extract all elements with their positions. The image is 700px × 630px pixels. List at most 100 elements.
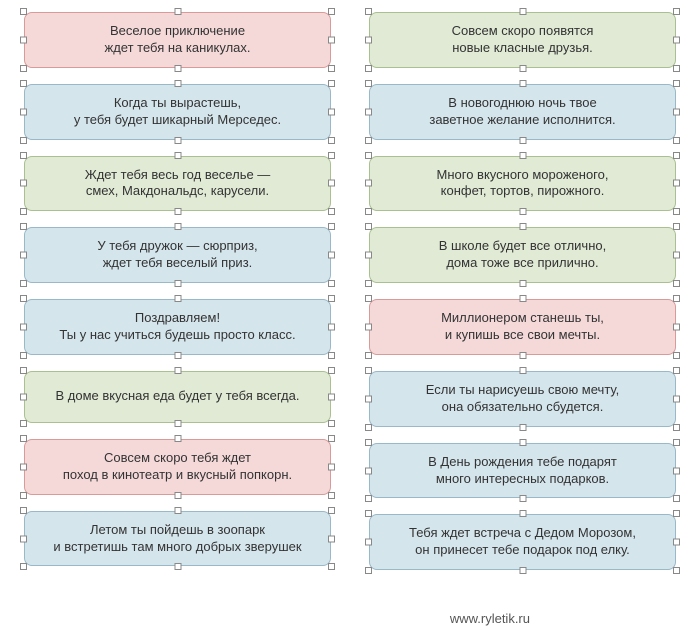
selection-handle[interactable]	[328, 435, 335, 442]
selection-handle[interactable]	[328, 137, 335, 144]
selection-handle[interactable]	[328, 563, 335, 570]
card-wrap[interactable]: В школе будет все отлично,дома тоже все …	[365, 223, 680, 287]
selection-handle[interactable]	[365, 539, 372, 546]
selection-handle[interactable]	[20, 492, 27, 499]
selection-handle[interactable]	[673, 252, 680, 259]
selection-handle[interactable]	[328, 393, 335, 400]
card-wrap[interactable]: Совсем скоро появятсяновые класные друзь…	[365, 8, 680, 72]
selection-handle[interactable]	[365, 510, 372, 517]
selection-handle[interactable]	[365, 395, 372, 402]
selection-handle[interactable]	[20, 208, 27, 215]
selection-handle[interactable]	[20, 252, 27, 259]
selection-handle[interactable]	[328, 8, 335, 15]
selection-handle[interactable]	[174, 295, 181, 302]
selection-handle[interactable]	[20, 435, 27, 442]
selection-handle[interactable]	[519, 280, 526, 287]
selection-handle[interactable]	[328, 36, 335, 43]
selection-handle[interactable]	[20, 108, 27, 115]
selection-handle[interactable]	[365, 324, 372, 331]
card-wrap[interactable]: Миллионером станешь ты,и купишь все свои…	[365, 295, 680, 359]
selection-handle[interactable]	[365, 352, 372, 359]
selection-handle[interactable]	[519, 352, 526, 359]
selection-handle[interactable]	[365, 8, 372, 15]
selection-handle[interactable]	[20, 295, 27, 302]
selection-handle[interactable]	[174, 80, 181, 87]
selection-handle[interactable]	[673, 280, 680, 287]
selection-handle[interactable]	[328, 492, 335, 499]
selection-handle[interactable]	[673, 108, 680, 115]
selection-handle[interactable]	[519, 8, 526, 15]
selection-handle[interactable]	[519, 295, 526, 302]
selection-handle[interactable]	[20, 8, 27, 15]
selection-handle[interactable]	[174, 65, 181, 72]
selection-handle[interactable]	[20, 463, 27, 470]
selection-handle[interactable]	[519, 510, 526, 517]
selection-handle[interactable]	[174, 223, 181, 230]
selection-handle[interactable]	[673, 352, 680, 359]
card-wrap[interactable]: Летом ты пойдешь в зоопарки встретишь та…	[20, 507, 335, 571]
card-wrap[interactable]: Совсем скоро тебя ждетпоход в кинотеатр …	[20, 435, 335, 499]
card-wrap[interactable]: Поздравляем!Ты у нас учиться будешь прос…	[20, 295, 335, 359]
card-wrap[interactable]: В День рождения тебе подарятмного интере…	[365, 439, 680, 503]
card-wrap[interactable]: Много вкусного мороженого,конфет, тортов…	[365, 152, 680, 216]
selection-handle[interactable]	[20, 152, 27, 159]
selection-handle[interactable]	[365, 424, 372, 431]
selection-handle[interactable]	[174, 137, 181, 144]
selection-handle[interactable]	[174, 492, 181, 499]
selection-handle[interactable]	[174, 507, 181, 514]
selection-handle[interactable]	[673, 439, 680, 446]
selection-handle[interactable]	[365, 137, 372, 144]
selection-handle[interactable]	[673, 152, 680, 159]
selection-handle[interactable]	[174, 152, 181, 159]
selection-handle[interactable]	[328, 535, 335, 542]
card-wrap[interactable]: У тебя дружок — сюрприз,ждет тебя веселы…	[20, 223, 335, 287]
selection-handle[interactable]	[673, 65, 680, 72]
selection-handle[interactable]	[673, 567, 680, 574]
selection-handle[interactable]	[174, 352, 181, 359]
selection-handle[interactable]	[673, 395, 680, 402]
selection-handle[interactable]	[365, 180, 372, 187]
selection-handle[interactable]	[20, 223, 27, 230]
selection-handle[interactable]	[673, 223, 680, 230]
selection-handle[interactable]	[365, 36, 372, 43]
selection-handle[interactable]	[365, 367, 372, 374]
footer-link[interactable]: www.ryletik.ru	[450, 611, 530, 626]
selection-handle[interactable]	[328, 223, 335, 230]
selection-handle[interactable]	[328, 367, 335, 374]
selection-handle[interactable]	[20, 352, 27, 359]
selection-handle[interactable]	[519, 367, 526, 374]
selection-handle[interactable]	[673, 295, 680, 302]
selection-handle[interactable]	[519, 152, 526, 159]
selection-handle[interactable]	[519, 424, 526, 431]
selection-handle[interactable]	[328, 352, 335, 359]
selection-handle[interactable]	[519, 137, 526, 144]
selection-handle[interactable]	[174, 420, 181, 427]
card-wrap[interactable]: Веселое приключениеждет тебя на каникула…	[20, 8, 335, 72]
selection-handle[interactable]	[20, 137, 27, 144]
selection-handle[interactable]	[365, 467, 372, 474]
card-wrap[interactable]: В доме вкусная еда будет у тебя всегда.	[20, 367, 335, 427]
selection-handle[interactable]	[328, 295, 335, 302]
selection-handle[interactable]	[673, 80, 680, 87]
selection-handle[interactable]	[673, 36, 680, 43]
selection-handle[interactable]	[20, 420, 27, 427]
selection-handle[interactable]	[328, 80, 335, 87]
selection-handle[interactable]	[365, 495, 372, 502]
selection-handle[interactable]	[328, 324, 335, 331]
selection-handle[interactable]	[365, 280, 372, 287]
selection-handle[interactable]	[519, 567, 526, 574]
card-wrap[interactable]: Если ты нарисуешь свою мечту,она обязате…	[365, 367, 680, 431]
card-wrap[interactable]: Когда ты вырастешь,у тебя будет шикарный…	[20, 80, 335, 144]
selection-handle[interactable]	[673, 539, 680, 546]
selection-handle[interactable]	[328, 280, 335, 287]
selection-handle[interactable]	[673, 367, 680, 374]
card-wrap[interactable]: Тебя ждет встреча с Дедом Морозом,он при…	[365, 510, 680, 574]
selection-handle[interactable]	[174, 435, 181, 442]
selection-handle[interactable]	[328, 152, 335, 159]
card-wrap[interactable]: Ждет тебя весь год веселье —смех, Макдон…	[20, 152, 335, 216]
selection-handle[interactable]	[20, 393, 27, 400]
selection-handle[interactable]	[20, 535, 27, 542]
selection-handle[interactable]	[174, 280, 181, 287]
selection-handle[interactable]	[673, 8, 680, 15]
selection-handle[interactable]	[20, 180, 27, 187]
